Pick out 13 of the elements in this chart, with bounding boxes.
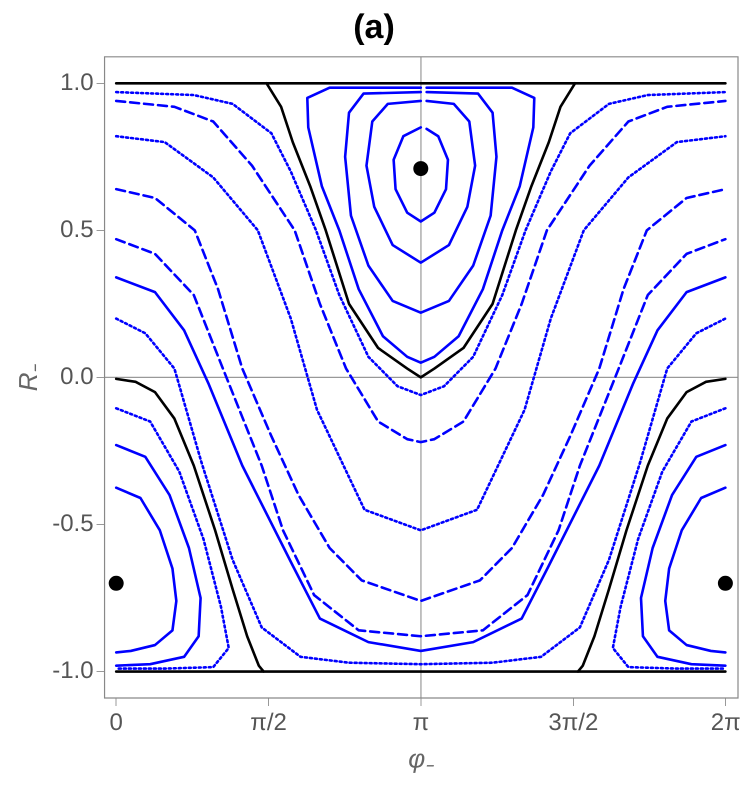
y-tick-label: 0.0 bbox=[60, 363, 94, 390]
y-tick-label: -0.5 bbox=[52, 510, 94, 538]
x-tick-label: 3π/2 bbox=[548, 709, 598, 736]
y-tick-label: -1.0 bbox=[52, 657, 94, 684]
x-tick-label: π/2 bbox=[250, 709, 287, 736]
chart-title: (a) bbox=[353, 8, 395, 46]
y-tick-label: 0.5 bbox=[60, 216, 94, 243]
x-tick-label: π bbox=[412, 709, 430, 736]
x-tick-label: 0 bbox=[110, 709, 123, 736]
y-tick-label: 1.0 bbox=[60, 68, 94, 96]
x-tick-label: 2π bbox=[710, 709, 741, 736]
y-axis-title: R₋ bbox=[12, 364, 43, 392]
x-axis-title: φ₋ bbox=[408, 744, 434, 774]
